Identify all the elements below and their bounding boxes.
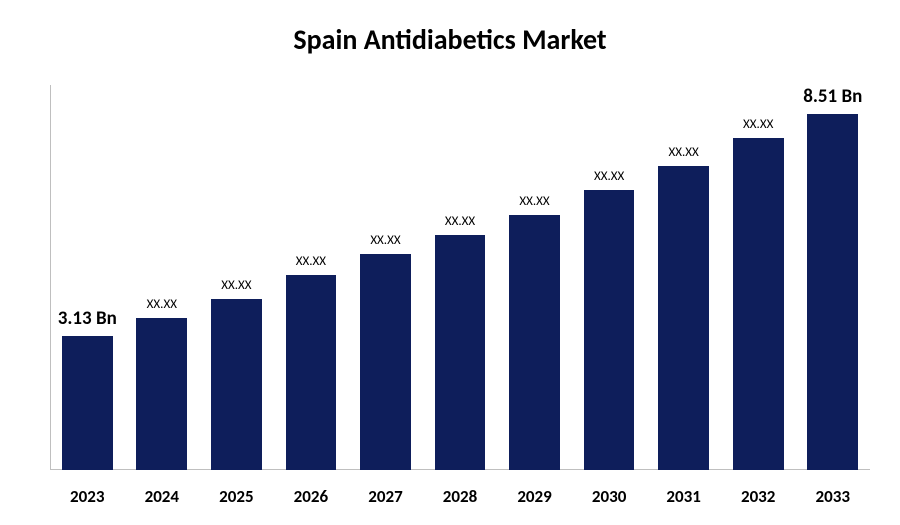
bars-container: 3.13 Bn XX.XX XX.XX XX.XX XX.XX XX.XX XX.XX XX.… (50, 85, 870, 470)
x-axis-label: 2033 (795, 486, 870, 507)
bar (584, 190, 635, 470)
bar-slot: XX.XX (423, 85, 498, 470)
x-axis-label: 2029 (497, 486, 572, 507)
x-axis-label: 2023 (50, 486, 125, 507)
bar-slot: 8.51 Bn (795, 85, 870, 470)
x-axis-label: 2024 (125, 486, 200, 507)
bar-slot: XX.XX (348, 85, 423, 470)
bar-value-label: XX.XX (445, 214, 475, 229)
x-axis-label: 2032 (721, 486, 796, 507)
bar-slot: XX.XX (274, 85, 349, 470)
bar-slot: XX.XX (572, 85, 647, 470)
x-axis-label: 2031 (646, 486, 721, 507)
bar (360, 254, 411, 470)
bar-slot: XX.XX (125, 85, 200, 470)
bar (658, 166, 709, 470)
bar-value-label: XX.XX (669, 145, 699, 160)
bar-slot: XX.XX (646, 85, 721, 470)
bar-slot: XX.XX (497, 85, 572, 470)
x-axis-label: 2026 (274, 486, 349, 507)
bar-value-label: XX.XX (370, 233, 400, 248)
bar (733, 138, 784, 470)
bar-value-label: XX.XX (147, 297, 177, 312)
bar (807, 114, 858, 470)
x-axis-label: 2025 (199, 486, 274, 507)
bar-slot: XX.XX (721, 85, 796, 470)
bar (286, 275, 337, 470)
x-axis-labels: 2023202420252026202720282029203020312032… (50, 486, 870, 507)
bar-value-label: XX.XX (296, 254, 326, 269)
chart-plot-area: 3.13 Bn XX.XX XX.XX XX.XX XX.XX XX.XX XX.XX XX.… (50, 85, 870, 470)
bar (509, 215, 560, 470)
bar (62, 336, 113, 470)
bar-slot: XX.XX (199, 85, 274, 470)
bar-value-label: 3.13 Bn (58, 307, 117, 330)
x-axis-label: 2027 (348, 486, 423, 507)
x-axis-label: 2030 (572, 486, 647, 507)
chart-title: Spain Antidiabetics Market (0, 0, 900, 57)
bar-value-label: 8.51 Bn (803, 85, 862, 108)
bar-value-label: XX.XX (519, 194, 549, 209)
bar-value-label: XX.XX (743, 117, 773, 132)
bar (211, 299, 262, 470)
x-axis-label: 2028 (423, 486, 498, 507)
bar (136, 318, 187, 470)
bar-slot: 3.13 Bn (50, 85, 125, 470)
bar-value-label: XX.XX (594, 169, 624, 184)
bar (435, 235, 486, 470)
bar-value-label: XX.XX (221, 278, 251, 293)
